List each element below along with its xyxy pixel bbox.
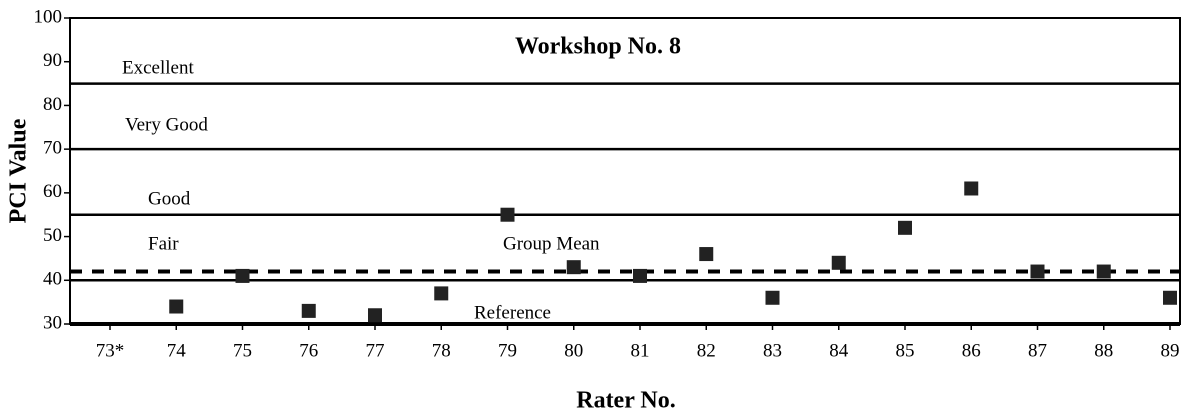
point bbox=[633, 268, 647, 283]
x-axis-label: Rater No. bbox=[576, 388, 676, 414]
point bbox=[898, 220, 912, 235]
x-tick-label: 80 bbox=[564, 340, 583, 361]
x-tick-label: 82 bbox=[697, 340, 716, 361]
point bbox=[1096, 264, 1111, 279]
point bbox=[765, 290, 780, 305]
point bbox=[169, 299, 184, 314]
x-tick-label: 79 bbox=[498, 340, 517, 361]
x-tick-label: 85 bbox=[896, 340, 915, 361]
y-tick-label: 50 bbox=[43, 225, 62, 246]
x-tick-label: 76 bbox=[299, 340, 318, 361]
point bbox=[1163, 290, 1177, 305]
band-label: Very Good bbox=[125, 114, 208, 135]
x-tick-label: 83 bbox=[763, 340, 782, 361]
x-tick-label: 75 bbox=[233, 340, 252, 361]
chart-title: Workshop No. 8 bbox=[515, 34, 681, 60]
point bbox=[566, 260, 581, 275]
x-tick-label: 78 bbox=[432, 340, 451, 361]
point bbox=[301, 303, 316, 318]
x-tick-label: 73* bbox=[96, 340, 125, 361]
y-tick-label: 40 bbox=[43, 269, 62, 290]
x-tick-label: 84 bbox=[829, 340, 849, 361]
point bbox=[235, 268, 250, 283]
point bbox=[1030, 264, 1045, 279]
y-tick-label: 100 bbox=[34, 6, 63, 27]
x-tick-label: 87 bbox=[1028, 340, 1047, 361]
y-tick-label: 80 bbox=[43, 94, 62, 115]
point bbox=[699, 247, 714, 262]
x-tick-label: 89 bbox=[1161, 340, 1180, 361]
band-label: Fair bbox=[148, 233, 179, 254]
point bbox=[368, 308, 382, 323]
point bbox=[500, 207, 515, 222]
x-tick-label: 81 bbox=[631, 340, 650, 361]
x-tick-label: 74 bbox=[167, 340, 187, 361]
y-axis-label: PCI Value bbox=[6, 118, 32, 223]
x-tick-label: 88 bbox=[1094, 340, 1113, 361]
group-mean-label: Group Mean bbox=[503, 233, 600, 254]
band-label: Excellent bbox=[122, 57, 194, 78]
y-tick-label: 60 bbox=[43, 181, 62, 202]
point bbox=[434, 286, 449, 301]
y-tick-label: 30 bbox=[43, 312, 62, 333]
band-label: Good bbox=[148, 188, 191, 209]
y-tick-label: 90 bbox=[43, 50, 62, 71]
x-tick-label: 86 bbox=[962, 340, 981, 361]
point bbox=[964, 181, 979, 196]
y-tick-label: 70 bbox=[43, 138, 62, 159]
reference-label: Reference bbox=[474, 302, 551, 323]
point bbox=[831, 255, 846, 270]
x-tick-label: 77 bbox=[366, 340, 385, 361]
